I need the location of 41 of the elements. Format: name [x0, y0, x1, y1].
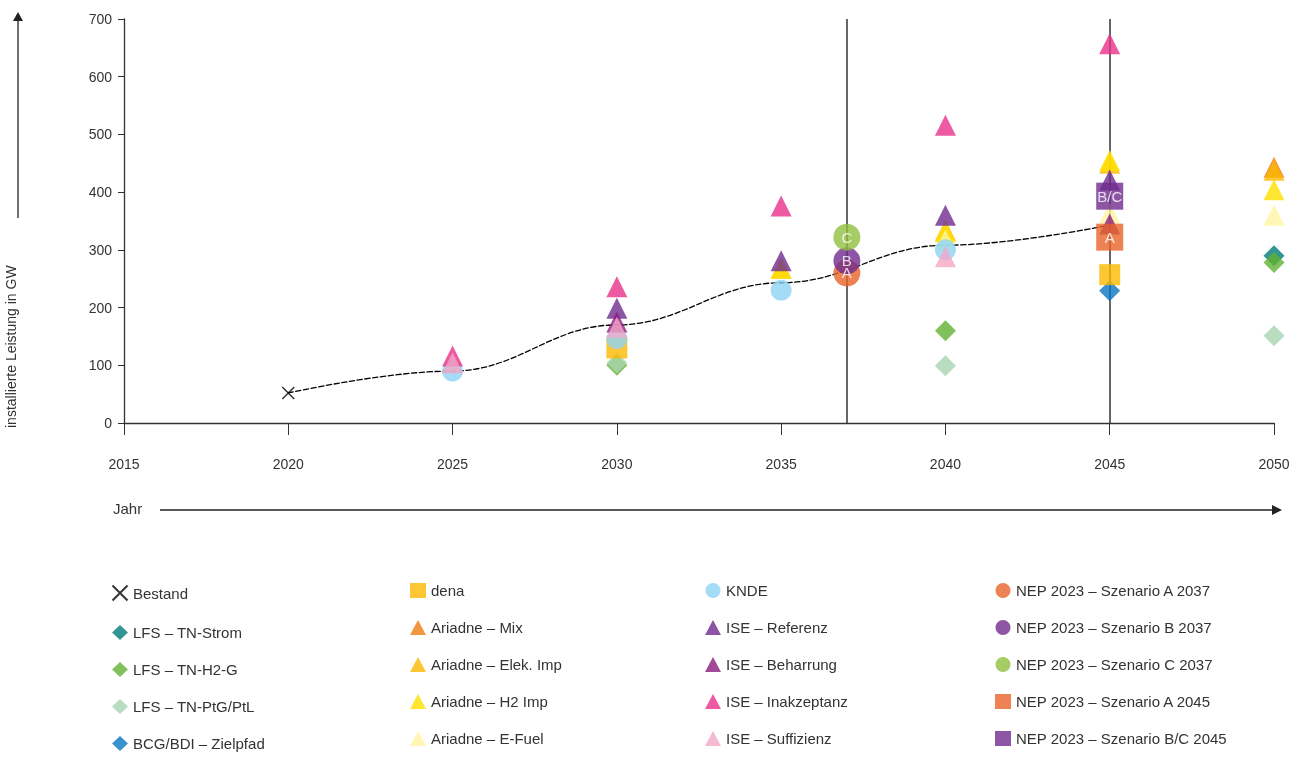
x-tick-label: 2045 [1094, 456, 1126, 472]
legend-label: NEP 2023 – Szenario C 2037 [1016, 656, 1213, 673]
x-tick-label: 2035 [765, 456, 797, 472]
x-tick-label: 2050 [1258, 456, 1290, 472]
legend-label: NEP 2023 – Szenario A 2037 [1016, 582, 1211, 599]
legend-label: Ariadne – H2 Imp [431, 693, 548, 710]
y-tick-label: 200 [88, 299, 113, 316]
data-label: A [1104, 228, 1115, 246]
legend-label: BCG/BDI – Zielpfad [133, 735, 265, 752]
y-tick-label: 600 [88, 68, 113, 85]
legend-label: NEP 2023 – Szenario B 2037 [1016, 619, 1212, 636]
y-axis-title: installierte Leistung in GW [3, 264, 19, 428]
legend-label: NEP 2023 – Szenario B/C 2045 [1016, 730, 1227, 747]
x-tick-label: 2020 [272, 456, 305, 472]
legend-label: ISE – Suffizienz [726, 730, 832, 747]
legend-label: Ariadne – Elek. Imp [431, 656, 562, 673]
legend-label: dena [431, 582, 466, 599]
legend-label: KNDE [726, 582, 768, 599]
y-tick-label: 300 [88, 241, 113, 258]
y-tick-label: 400 [88, 184, 113, 201]
y-tick-label: 100 [88, 357, 113, 374]
legend-label: LFS – TN-PtG/PtL [133, 698, 255, 715]
y-tick-label: 500 [88, 126, 113, 143]
x-tick-label: 2015 [108, 456, 140, 472]
x-axis-title: Jahr [113, 500, 143, 517]
legend-label: ISE – Inakzeptanz [726, 693, 848, 710]
x-tick-label: 2030 [601, 456, 633, 472]
legend-label: NEP 2023 – Szenario A 2045 [1016, 693, 1211, 710]
legend-label: ISE – Referenz [726, 619, 828, 636]
legend-label: LFS – TN-Strom [133, 624, 242, 641]
x-tick-label: 2040 [929, 456, 962, 472]
data-label: C [841, 228, 853, 246]
y-tick-label: 0 [104, 415, 113, 431]
legend-label: ISE – Beharrung [726, 656, 837, 673]
legend-label: Bestand [133, 584, 189, 602]
x-tick-label: 2025 [436, 456, 469, 472]
legend-label: Ariadne – E-Fuel [431, 730, 544, 747]
legend-label: LFS – TN-H2-G [133, 661, 238, 678]
data-label: B/C [1097, 187, 1123, 205]
legend-label: Ariadne – Mix [431, 619, 524, 636]
y-tick-label: 700 [88, 11, 113, 27]
